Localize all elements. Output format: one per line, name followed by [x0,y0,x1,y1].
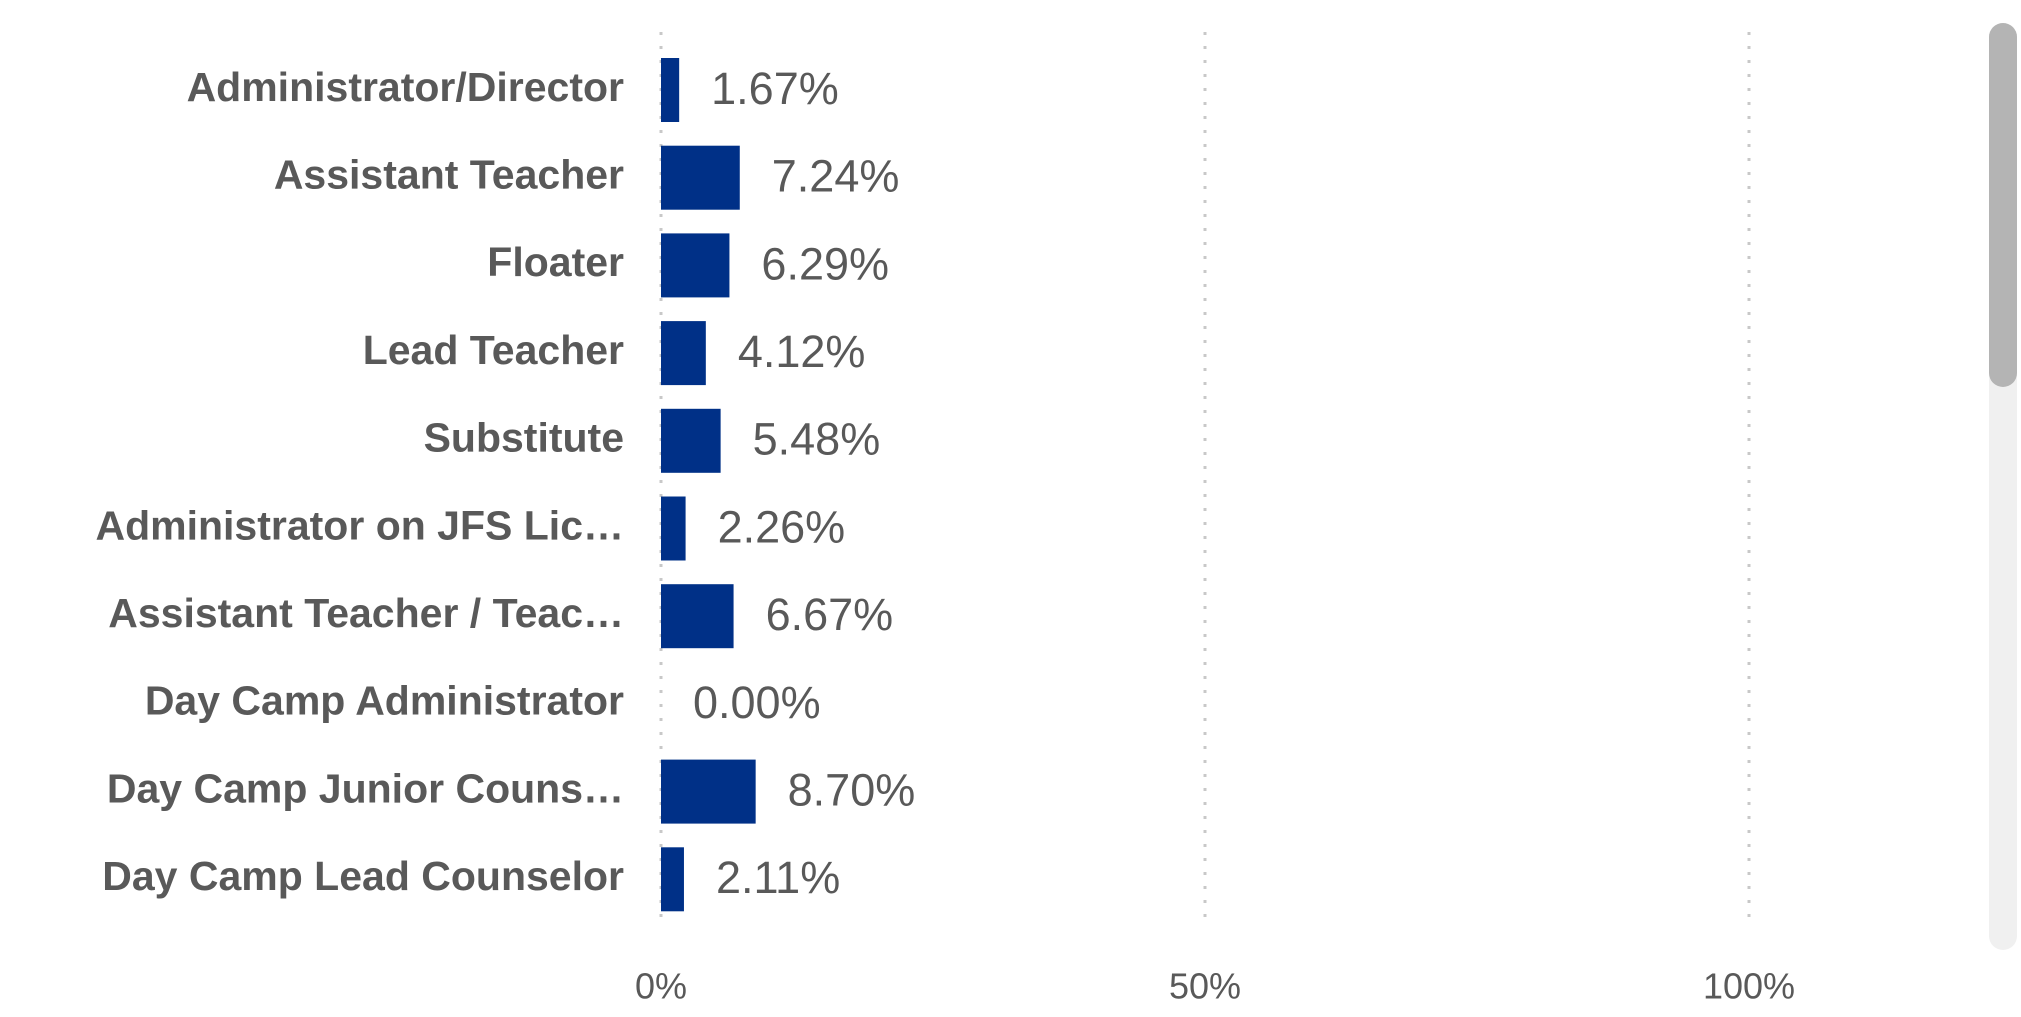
category-label: Assistant Teacher / Teac… [108,590,624,636]
bar [661,58,680,122]
value-label: 7.24% [772,151,900,202]
value-label: 4.12% [738,326,866,377]
category-label: Assistant Teacher [274,152,624,198]
x-tick-label: 50% [1169,966,1241,1007]
bar [661,408,721,473]
bar [661,584,734,649]
value-label: 1.67% [711,63,839,114]
category-label: Day Camp Lead Counselor [102,853,624,899]
value-label: 0.00% [693,677,821,728]
value-label: 2.26% [718,501,846,552]
value-label: 8.70% [788,764,916,815]
scrollbar-thumb[interactable] [1989,23,2017,387]
category-label: Administrator on JFS Lic… [96,502,625,548]
x-tick-label: 100% [1703,966,1795,1007]
bar [661,496,686,561]
value-label: 2.11% [716,852,840,903]
bar [661,233,730,298]
category-label: Administrator/Director [187,64,624,110]
value-label: 6.67% [766,589,894,640]
bar [661,145,740,210]
x-tick-label: 0% [635,966,687,1007]
category-label: Floater [487,239,624,285]
bar [661,847,684,912]
category-label: Lead Teacher [363,327,624,373]
category-label: Day Camp Administrator [145,678,624,724]
bar [661,321,706,386]
category-label: Day Camp Junior Couns… [107,765,624,811]
bar [661,759,756,824]
value-label: 6.29% [761,238,889,289]
value-label: 5.48% [753,414,881,465]
category-label: Substitute [424,415,624,461]
